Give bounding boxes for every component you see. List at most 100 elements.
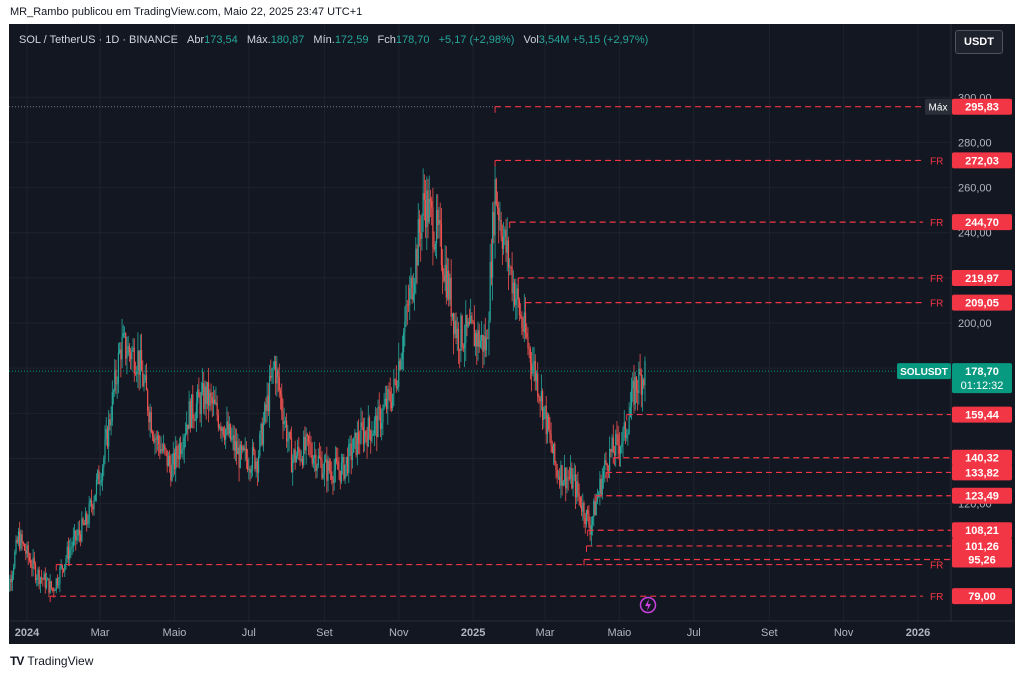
candle-body bbox=[466, 314, 468, 327]
candle-body bbox=[78, 529, 81, 535]
candle-body bbox=[545, 406, 547, 435]
fib-level-tag: FR bbox=[930, 299, 943, 310]
candle-body bbox=[16, 539, 18, 543]
candle-body bbox=[238, 447, 240, 468]
currency-button[interactable]: USDT bbox=[955, 30, 1003, 54]
candle-body bbox=[390, 402, 393, 409]
candle-body bbox=[305, 434, 307, 451]
candle-body bbox=[209, 392, 211, 406]
candle-body bbox=[320, 457, 322, 460]
candle-body bbox=[546, 414, 549, 435]
candle-body bbox=[548, 414, 550, 430]
candle-body bbox=[109, 419, 111, 426]
candle-body bbox=[357, 432, 360, 443]
volume-label: Vol bbox=[523, 34, 539, 46]
candle-body bbox=[194, 420, 196, 422]
candlestick-chart[interactable]: 120,00140,00160,00180,00200,00220,00240,… bbox=[9, 24, 1015, 644]
candle-body bbox=[587, 510, 589, 514]
fib-level-tag: FR bbox=[930, 156, 943, 167]
candle-body bbox=[36, 577, 38, 581]
symbol-tag-bg bbox=[897, 363, 951, 380]
candle-body bbox=[321, 459, 323, 479]
candle-body bbox=[105, 429, 107, 440]
candle-body bbox=[55, 578, 57, 590]
candle-body bbox=[485, 338, 488, 351]
candle-body bbox=[531, 362, 533, 374]
candle-body bbox=[295, 455, 297, 463]
candle-body bbox=[442, 265, 444, 276]
candle-body bbox=[215, 402, 217, 404]
candle-body bbox=[528, 347, 530, 349]
candle-body bbox=[362, 426, 365, 445]
candle-body bbox=[406, 304, 408, 306]
candle-body bbox=[216, 402, 218, 416]
candle-body bbox=[151, 432, 154, 436]
candle-body bbox=[612, 437, 614, 453]
candle-body bbox=[360, 422, 362, 444]
candle-body bbox=[182, 448, 184, 450]
candle-body bbox=[76, 535, 78, 541]
candle-body bbox=[492, 211, 494, 278]
symbol-name[interactable]: SOL / TetherUS · 1D · BINANCE bbox=[19, 34, 178, 46]
candle-body bbox=[159, 444, 161, 453]
candle-body bbox=[616, 434, 618, 435]
candle-body bbox=[619, 447, 622, 454]
candle-body bbox=[87, 523, 89, 525]
candle-body bbox=[187, 424, 189, 430]
candle-body bbox=[69, 548, 71, 560]
candle-body bbox=[456, 328, 458, 339]
candle-body bbox=[448, 270, 450, 300]
candle-body bbox=[41, 577, 43, 579]
candle-body bbox=[477, 330, 479, 347]
chart-area[interactable]: 120,00140,00160,00180,00200,00220,00240,… bbox=[9, 24, 1015, 644]
tradingview-brand[interactable]: TV TradingView bbox=[10, 654, 93, 668]
candle-body bbox=[335, 457, 338, 462]
level-price-label: 244,70 bbox=[965, 217, 999, 229]
candle-body bbox=[465, 314, 467, 344]
candle-body bbox=[225, 429, 227, 440]
candle-body bbox=[393, 379, 395, 394]
candle-body bbox=[99, 482, 101, 484]
price-label-bg bbox=[952, 214, 1012, 231]
candle-body bbox=[431, 200, 433, 208]
level-price-label: 272,03 bbox=[965, 155, 999, 167]
candle-body bbox=[244, 448, 246, 450]
candle-body bbox=[84, 513, 87, 525]
candle-body bbox=[162, 444, 165, 451]
candle-body bbox=[259, 433, 261, 456]
candle-body bbox=[377, 406, 379, 438]
candle-body bbox=[221, 427, 223, 432]
candle-body bbox=[266, 395, 268, 411]
candle-body bbox=[361, 422, 363, 427]
candle-body bbox=[470, 315, 472, 324]
candle-body bbox=[512, 282, 514, 294]
candle-body bbox=[498, 208, 500, 221]
candle-body bbox=[294, 449, 296, 463]
candle-body bbox=[243, 446, 245, 450]
candle-body bbox=[188, 401, 190, 430]
candle-body bbox=[100, 480, 102, 483]
candle-body bbox=[500, 220, 502, 237]
candle-body bbox=[337, 461, 339, 470]
candle-body bbox=[617, 434, 619, 446]
lightning-icon bbox=[639, 596, 657, 614]
candle-body bbox=[392, 393, 394, 409]
candle-body bbox=[563, 467, 566, 482]
candle-body bbox=[93, 500, 95, 510]
countdown-label: 01:12:32 bbox=[961, 380, 1004, 392]
candle-body bbox=[634, 377, 636, 405]
candle-body bbox=[433, 247, 435, 250]
candle-body bbox=[14, 552, 16, 568]
candle-body bbox=[340, 462, 343, 482]
candle-body bbox=[417, 219, 419, 266]
candle-body bbox=[214, 399, 216, 404]
candle-body bbox=[403, 332, 405, 353]
candle-body bbox=[483, 336, 485, 352]
candle-body bbox=[26, 545, 28, 554]
candle-body bbox=[273, 361, 276, 368]
candle-body bbox=[561, 465, 563, 486]
candle-body bbox=[222, 427, 224, 435]
candle-body bbox=[449, 277, 451, 300]
candle-body bbox=[145, 375, 148, 391]
candle-body bbox=[325, 459, 327, 462]
